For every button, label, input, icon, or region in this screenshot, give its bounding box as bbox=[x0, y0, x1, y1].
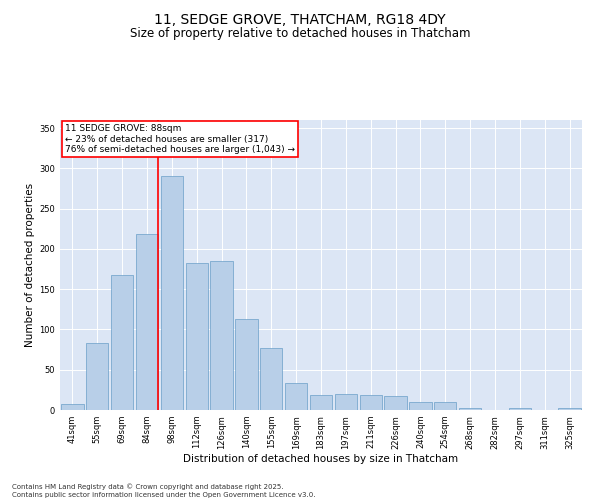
Bar bbox=[335, 394, 357, 410]
Text: Contains HM Land Registry data © Crown copyright and database right 2025.
Contai: Contains HM Land Registry data © Crown c… bbox=[12, 484, 316, 498]
X-axis label: Distribution of detached houses by size in Thatcham: Distribution of detached houses by size … bbox=[184, 454, 458, 464]
Bar bbox=[185, 262, 208, 410]
Bar bbox=[509, 408, 531, 410]
Bar bbox=[434, 402, 457, 410]
Bar bbox=[260, 348, 283, 410]
Bar bbox=[136, 234, 158, 410]
Bar bbox=[285, 382, 307, 410]
Text: 11, SEDGE GROVE, THATCHAM, RG18 4DY: 11, SEDGE GROVE, THATCHAM, RG18 4DY bbox=[154, 12, 446, 26]
Bar bbox=[86, 343, 109, 410]
Bar bbox=[111, 274, 133, 410]
Bar bbox=[359, 394, 382, 410]
Bar bbox=[211, 261, 233, 410]
Text: Size of property relative to detached houses in Thatcham: Size of property relative to detached ho… bbox=[130, 28, 470, 40]
Bar bbox=[310, 394, 332, 410]
Bar bbox=[61, 404, 83, 410]
Bar bbox=[161, 176, 183, 410]
Bar bbox=[459, 408, 481, 410]
Bar bbox=[385, 396, 407, 410]
Y-axis label: Number of detached properties: Number of detached properties bbox=[25, 183, 35, 347]
Bar bbox=[235, 319, 257, 410]
Bar bbox=[559, 408, 581, 410]
Text: 11 SEDGE GROVE: 88sqm
← 23% of detached houses are smaller (317)
76% of semi-det: 11 SEDGE GROVE: 88sqm ← 23% of detached … bbox=[65, 124, 295, 154]
Bar bbox=[409, 402, 431, 410]
